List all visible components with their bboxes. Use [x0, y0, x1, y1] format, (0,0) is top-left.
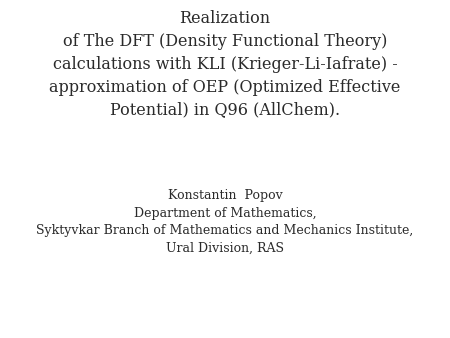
Text: Realization
of The DFT (Density Functional Theory)
calculations with KLI (Kriege: Realization of The DFT (Density Function… [50, 10, 400, 119]
Text: Konstantin  Popov
Department of Mathematics,
Syktyvkar Branch of Mathematics and: Konstantin Popov Department of Mathemati… [36, 189, 414, 255]
